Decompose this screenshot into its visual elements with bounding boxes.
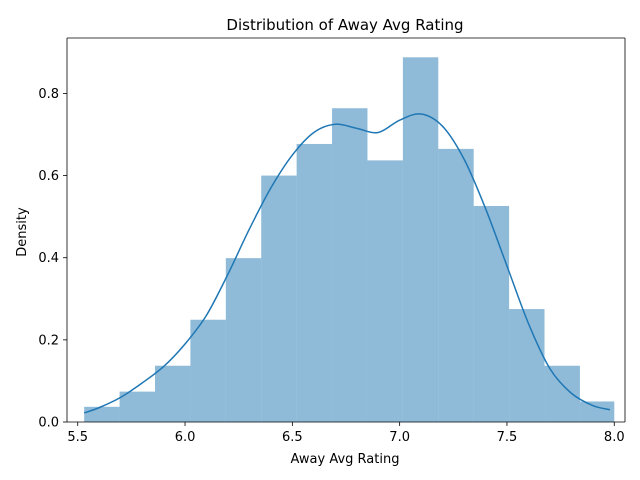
histogram-bar-6 — [261, 175, 297, 422]
x-axis-label: Away Avg Rating — [291, 452, 400, 467]
histogram-bar-14 — [544, 365, 580, 422]
histogram-bar-5 — [225, 258, 262, 422]
ticks-group: 5.5 6.0 6.5 7.0 7.5 8.0 0.0 0.2 0.4 0.6 0.8 — [38, 87, 624, 445]
y-tick-label: 0.2 — [38, 333, 59, 348]
histogram-bar-4 — [190, 319, 226, 422]
chart-title: Distribution of Away Avg Rating — [226, 16, 463, 34]
axes-group — [66, 37, 626, 423]
histogram-bar-8 — [332, 108, 368, 422]
x-tick-label: 6.5 — [282, 430, 303, 445]
x-tick-label: 7.0 — [389, 430, 410, 445]
y-tick-label: 0.8 — [38, 87, 59, 102]
x-tick-label: 7.5 — [497, 430, 518, 445]
x-tick-label: 8.0 — [604, 430, 625, 445]
y-tick-label: 0.0 — [38, 416, 59, 431]
x-tick-label: 5.5 — [67, 430, 88, 445]
kde-line — [83, 113, 611, 414]
histogram-bar-7 — [296, 143, 333, 422]
kde-group — [83, 113, 611, 414]
histogram-bar-15 — [579, 401, 615, 422]
y-axis-label: Density — [15, 207, 30, 257]
x-tick-label: 6.0 — [175, 430, 196, 445]
histogram-bar-3 — [154, 365, 191, 422]
histogram-bar-10 — [402, 57, 439, 422]
histogram-bar-12 — [473, 205, 510, 422]
histogram-bar-2 — [119, 391, 155, 422]
histogram-bar-11 — [438, 148, 474, 422]
bars-group — [84, 57, 615, 423]
y-tick-label: 0.6 — [38, 169, 59, 184]
histogram-bar-13 — [509, 309, 545, 422]
y-tick-label: 0.4 — [38, 251, 59, 266]
histogram-bar-1 — [84, 406, 120, 422]
histogram-bar-9 — [367, 160, 403, 423]
